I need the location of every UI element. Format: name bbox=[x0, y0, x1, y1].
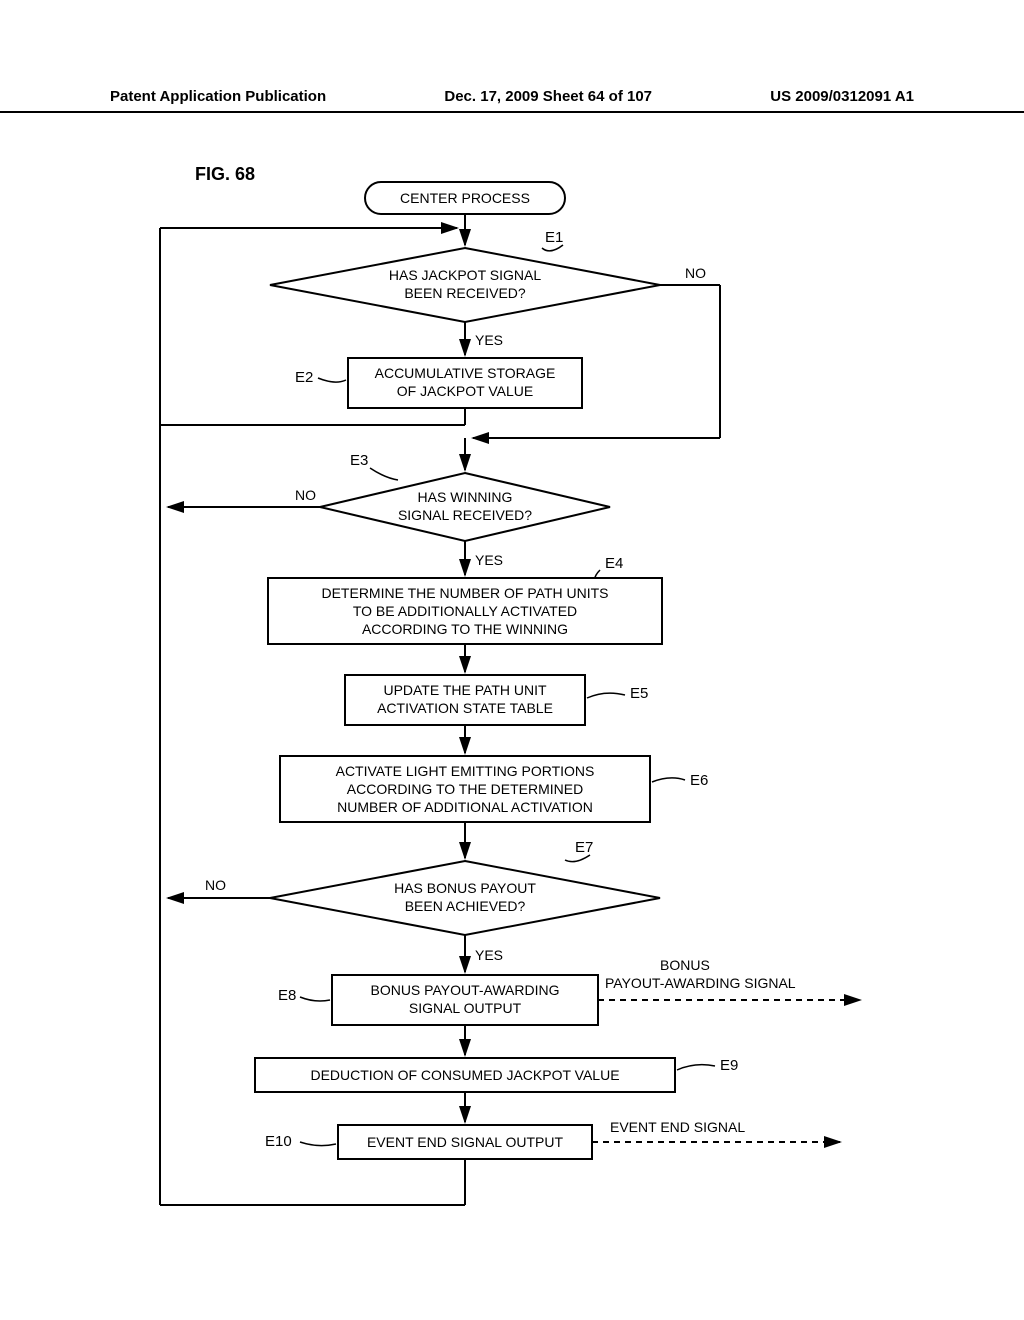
svg-text:SIGNAL RECEIVED?: SIGNAL RECEIVED? bbox=[398, 507, 532, 523]
e8-signal-2: PAYOUT-AWARDING SIGNAL bbox=[605, 975, 796, 991]
node-e8: BONUS PAYOUT-AWARDING SIGNAL OUTPUT E8 bbox=[278, 975, 598, 1025]
node-e9: DEDUCTION OF CONSUMED JACKPOT VALUE E9 bbox=[255, 1057, 738, 1092]
svg-text:BEEN RECEIVED?: BEEN RECEIVED? bbox=[404, 285, 526, 301]
svg-text:DETERMINE THE NUMBER OF PATH U: DETERMINE THE NUMBER OF PATH UNITS bbox=[321, 585, 608, 601]
svg-text:E8: E8 bbox=[278, 987, 296, 1004]
page: Patent Application Publication Dec. 17, … bbox=[0, 0, 1024, 1320]
svg-text:E10: E10 bbox=[265, 1133, 292, 1150]
flowchart: FIG. 68 CENTER PROCESS HAS JACKPOT SIGNA… bbox=[100, 150, 924, 1250]
svg-text:NUMBER OF ADDITIONAL ACTIVATIO: NUMBER OF ADDITIONAL ACTIVATION bbox=[337, 799, 593, 815]
e7-yes-label: YES bbox=[475, 947, 503, 963]
svg-text:E6: E6 bbox=[690, 772, 708, 789]
svg-text:SIGNAL OUTPUT: SIGNAL OUTPUT bbox=[409, 1000, 522, 1016]
e3-no-label: NO bbox=[295, 487, 316, 503]
svg-text:OF JACKPOT VALUE: OF JACKPOT VALUE bbox=[397, 383, 533, 399]
svg-text:E2: E2 bbox=[295, 369, 313, 386]
node-e4: DETERMINE THE NUMBER OF PATH UNITS TO BE… bbox=[268, 578, 662, 644]
node-e5: UPDATE THE PATH UNIT ACTIVATION STATE TA… bbox=[345, 675, 648, 725]
header-center: Dec. 17, 2009 Sheet 64 of 107 bbox=[444, 88, 652, 105]
e10-signal: EVENT END SIGNAL bbox=[610, 1119, 745, 1135]
e8-signal-1: BONUS bbox=[660, 957, 710, 973]
header-left: Patent Application Publication bbox=[110, 88, 326, 105]
figure-label: FIG. 68 bbox=[195, 164, 255, 184]
node-e6: ACTIVATE LIGHT EMITTING PORTIONS ACCORDI… bbox=[280, 756, 708, 822]
svg-text:E1: E1 bbox=[545, 229, 563, 246]
svg-text:ACCORDING TO THE DETERMINED: ACCORDING TO THE DETERMINED bbox=[347, 781, 583, 797]
svg-text:HAS JACKPOT SIGNAL: HAS JACKPOT SIGNAL bbox=[389, 267, 541, 283]
node-start: CENTER PROCESS bbox=[365, 182, 565, 214]
e3-yes-label: YES bbox=[475, 552, 503, 568]
svg-text:E5: E5 bbox=[630, 685, 648, 702]
node-e2: ACCUMULATIVE STORAGE OF JACKPOT VALUE E2 bbox=[295, 358, 582, 408]
e4-ref: E4 bbox=[605, 555, 623, 572]
svg-text:E7: E7 bbox=[575, 839, 593, 856]
svg-text:ACCORDING TO THE WINNING: ACCORDING TO THE WINNING bbox=[362, 621, 568, 637]
svg-text:HAS WINNING: HAS WINNING bbox=[418, 489, 513, 505]
svg-text:E3: E3 bbox=[350, 452, 368, 469]
svg-text:BEEN ACHIEVED?: BEEN ACHIEVED? bbox=[405, 898, 526, 914]
svg-text:BONUS PAYOUT-AWARDING: BONUS PAYOUT-AWARDING bbox=[370, 982, 559, 998]
svg-text:TO BE ADDITIONALLY ACTIVATED: TO BE ADDITIONALLY ACTIVATED bbox=[353, 603, 577, 619]
page-header: Patent Application Publication Dec. 17, … bbox=[0, 88, 1024, 113]
svg-text:UPDATE THE PATH UNIT: UPDATE THE PATH UNIT bbox=[383, 682, 547, 698]
e1-yes-label: YES bbox=[475, 332, 503, 348]
svg-text:E9: E9 bbox=[720, 1057, 738, 1074]
svg-text:ACCUMULATIVE STORAGE: ACCUMULATIVE STORAGE bbox=[375, 365, 556, 381]
svg-text:ACTIVATE LIGHT EMITTING PORTIO: ACTIVATE LIGHT EMITTING PORTIONS bbox=[336, 763, 595, 779]
svg-text:CENTER PROCESS: CENTER PROCESS bbox=[400, 190, 530, 206]
e1-no-label: NO bbox=[685, 265, 706, 281]
svg-text:DEDUCTION OF CONSUMED JACKPOT: DEDUCTION OF CONSUMED JACKPOT VALUE bbox=[310, 1067, 619, 1083]
header-right: US 2009/0312091 A1 bbox=[770, 88, 914, 105]
svg-text:ACTIVATION STATE TABLE: ACTIVATION STATE TABLE bbox=[377, 700, 553, 716]
node-e10: EVENT END SIGNAL OUTPUT E10 bbox=[265, 1125, 592, 1159]
svg-text:EVENT END SIGNAL OUTPUT: EVENT END SIGNAL OUTPUT bbox=[367, 1134, 563, 1150]
svg-text:HAS BONUS PAYOUT: HAS BONUS PAYOUT bbox=[394, 880, 536, 896]
e7-no-label: NO bbox=[205, 877, 226, 893]
